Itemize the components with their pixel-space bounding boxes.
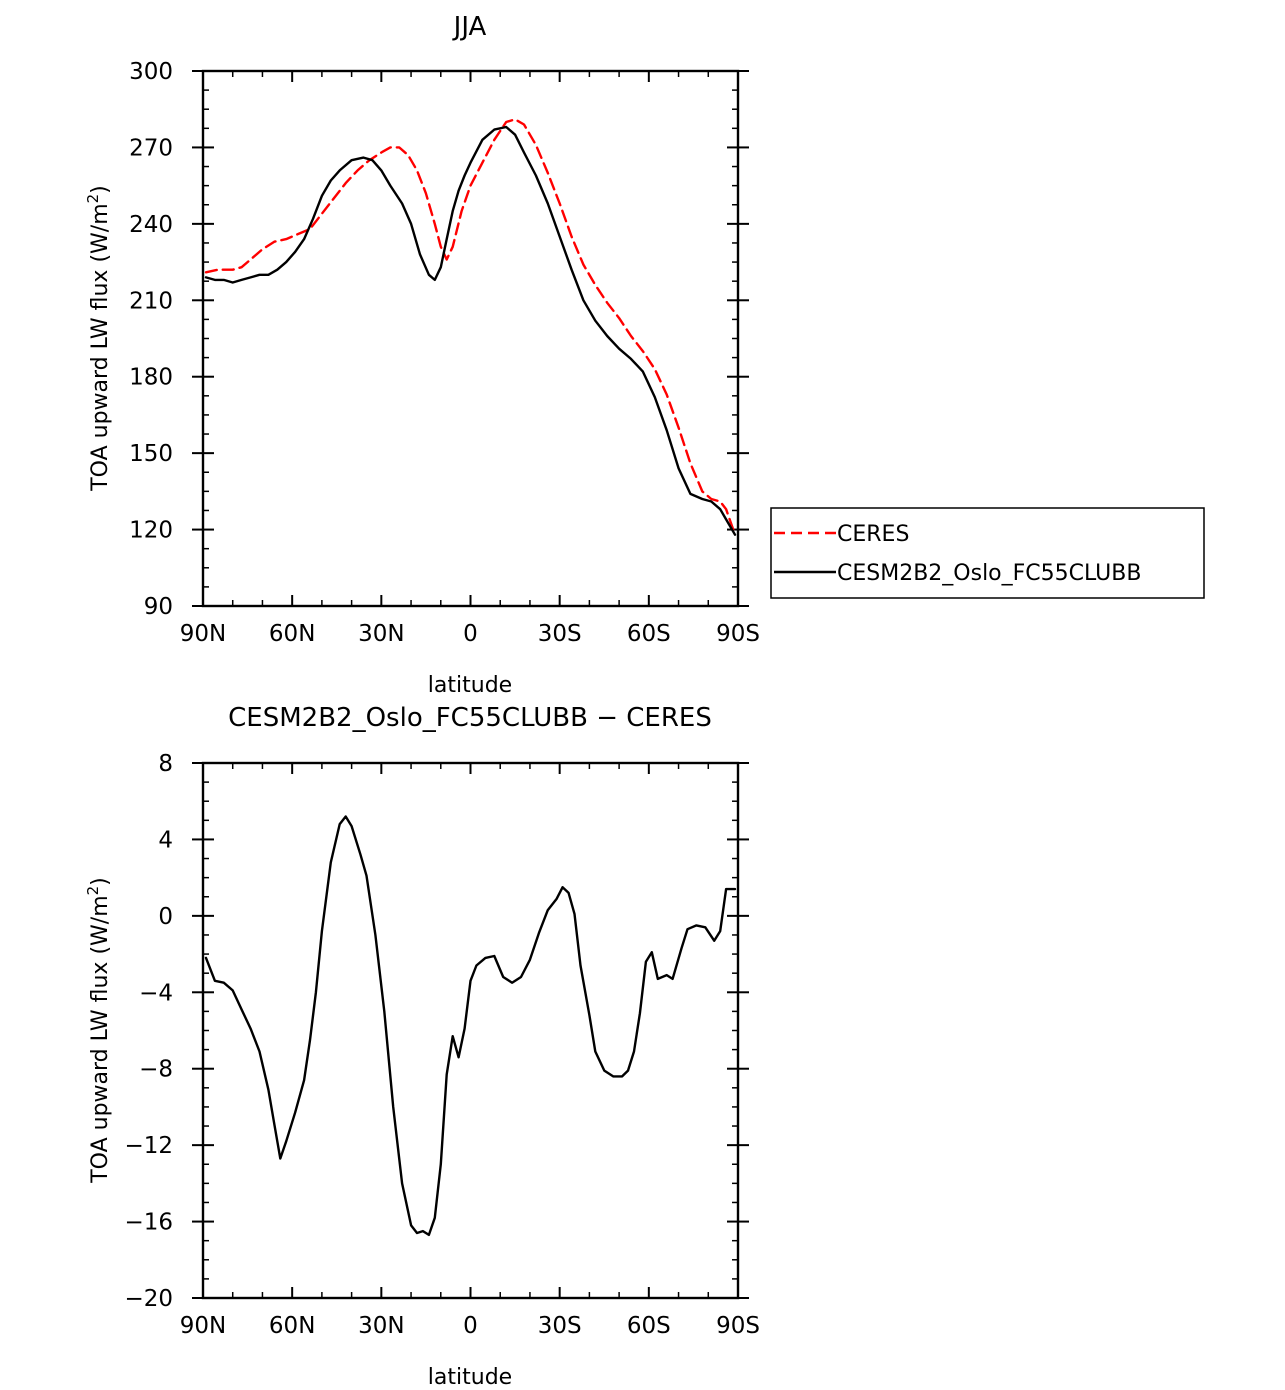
top-y-tick-label: 240 xyxy=(129,212,173,238)
bottom-x-axis-label: latitude xyxy=(428,1365,512,1390)
bottom-y-tick-label: −16 xyxy=(124,1210,173,1236)
bottom-x-tick-label: 60S xyxy=(627,1313,671,1339)
bottom-y-tick-label: 4 xyxy=(158,827,173,853)
bottom-y-tick-label: −20 xyxy=(124,1286,173,1312)
bottom-y-tick-label: −8 xyxy=(139,1057,173,1083)
top-x-tick-label: 30S xyxy=(538,621,582,647)
bottom-panel: CESM2B2_Oslo_FC55CLUBB − CERES 90N 60N 30N… xyxy=(84,703,760,1390)
bottom-x-tick-label: 30N xyxy=(358,1313,404,1339)
bottom-chart-title: CESM2B2_Oslo_FC55CLUBB − CERES xyxy=(228,703,712,733)
bottom-y-tick-label: −4 xyxy=(139,980,173,1006)
top-y-tick-label: 270 xyxy=(129,135,173,161)
top-panel: JJA 90N 60N 30N 0 30S 60S 90S 90 120 150 180 210 24… xyxy=(84,12,760,698)
bottom-x-tick-label: 90S xyxy=(716,1313,760,1339)
bottom-x-tick-labels: 90N 60N 30N 0 30S 60S 90S xyxy=(180,1313,760,1339)
legend-box xyxy=(770,507,1205,599)
top-y-tick-labels: 90 120 150 180 210 240 270 300 xyxy=(129,59,173,620)
top-series-line-2 xyxy=(204,125,737,536)
top-chart-title: JJA xyxy=(452,12,487,42)
top-x-tick-label: 90N xyxy=(180,621,226,647)
top-y-tick-label: 120 xyxy=(129,518,173,544)
bottom-y-tick-label: 0 xyxy=(158,904,173,930)
bottom-x-tick-label: 0 xyxy=(463,1313,478,1339)
bottom-plot-frame xyxy=(201,761,740,1300)
top-x-tick-label: 90S xyxy=(716,621,760,647)
top-series-line-1 xyxy=(204,118,737,536)
top-y-tick-label: 300 xyxy=(129,59,173,85)
bottom-y-tick-labels: −20 −16 −12 −8 −4 0 4 8 xyxy=(124,751,173,1312)
bottom-series-line-1 xyxy=(204,815,737,1237)
legend-ceres-label: CERES xyxy=(837,522,909,547)
top-plot-frame xyxy=(201,69,740,608)
bottom-x-tick-label: 30S xyxy=(538,1313,582,1339)
top-y-tick-label: 90 xyxy=(144,594,173,620)
bottom-y-tick-label: −12 xyxy=(124,1133,173,1159)
bottom-series xyxy=(204,815,737,1237)
top-y-tick-label: 180 xyxy=(129,365,173,391)
top-series xyxy=(204,118,737,536)
top-x-axis-label: latitude xyxy=(428,673,512,698)
bottom-y-tick-label: 8 xyxy=(158,751,173,777)
bottom-ticks xyxy=(192,762,749,1299)
bottom-x-tick-label: 60N xyxy=(269,1313,315,1339)
top-y-tick-label: 210 xyxy=(129,288,173,314)
top-x-tick-label: 60N xyxy=(269,621,315,647)
legend: CERES CESM2B2_Oslo_FC55CLUBB xyxy=(770,507,1205,599)
top-x-tick-labels: 90N 60N 30N 0 30S 60S 90S xyxy=(180,621,760,647)
top-x-tick-label: 0 xyxy=(463,621,478,647)
top-x-tick-label: 30N xyxy=(358,621,404,647)
bottom-y-axis-label: TOA upward LW flux (W/m2) xyxy=(84,877,113,1184)
bottom-x-tick-label: 90N xyxy=(180,1313,226,1339)
legend-model-label: CESM2B2_Oslo_FC55CLUBB xyxy=(837,561,1141,586)
top-ticks xyxy=(192,70,749,607)
top-y-axis-label: TOA upward LW flux (W/m2) xyxy=(84,185,113,492)
top-x-tick-label: 60S xyxy=(627,621,671,647)
top-y-tick-label: 150 xyxy=(129,441,173,467)
